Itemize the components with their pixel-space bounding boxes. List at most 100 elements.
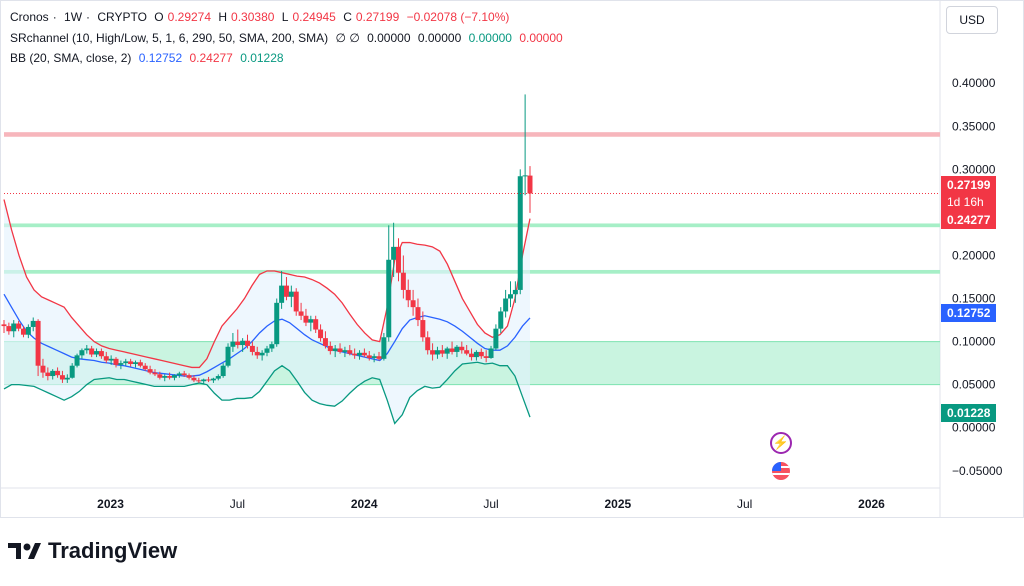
candle-body (254, 351, 260, 356)
y-tick-label: 0.35000 (952, 119, 996, 133)
high-value: 0.30380 (231, 10, 275, 24)
x-tick-label: 2026 (858, 497, 885, 511)
close-value: 0.27199 (355, 10, 400, 24)
candle-body (371, 356, 377, 358)
candle-body (142, 365, 148, 370)
candle-body (415, 307, 421, 321)
x-tick-label: Jul (483, 497, 498, 511)
candle-body (483, 356, 489, 358)
x-tick-label: Jul (230, 497, 245, 511)
candle-body (454, 346, 460, 352)
candle-body (16, 323, 22, 329)
candle-body (94, 351, 100, 355)
candle-body (157, 374, 163, 378)
candle-body (220, 365, 226, 377)
candle-body (512, 289, 518, 295)
srchannel-value-3: 0.00000 (468, 31, 512, 45)
price-chart[interactable]: 0.400000.350000.300000.250000.200000.150… (0, 0, 1024, 518)
low-label: L (281, 10, 289, 24)
candle-body (298, 311, 304, 316)
candle-body (269, 344, 275, 349)
candle-body (522, 175, 528, 177)
candle-body (132, 362, 138, 364)
tradingview-logo[interactable]: TradingView (8, 538, 177, 564)
candle-body (215, 376, 221, 379)
candle-body (366, 355, 372, 358)
symbol-name[interactable]: Cronos (10, 10, 49, 24)
candle-body (400, 272, 406, 290)
candle-body (259, 352, 265, 356)
bb-lower-line (3, 361, 531, 425)
bb-label: BB (20, SMA, close, 2) (10, 51, 132, 65)
candle-body (225, 346, 231, 366)
candle-body (449, 348, 455, 352)
candle-body (137, 362, 143, 366)
srchannel-value-1: 0.00000 (367, 31, 411, 45)
candle-body (50, 370, 56, 377)
candle-body (342, 350, 348, 352)
open-value: 0.29274 (167, 10, 212, 24)
candle-body (108, 358, 114, 361)
srchannel-legend[interactable]: SRchannel (10, High/Low, 5, 1, 6, 290, 5… (10, 31, 567, 45)
candle-body (391, 246, 397, 260)
open-label: O (154, 10, 164, 24)
candle-body (288, 291, 294, 297)
candle-body (508, 294, 514, 299)
candle-body (79, 350, 85, 356)
y-tick-label: 0.20000 (952, 248, 996, 262)
candle-body (171, 375, 177, 378)
candle-body (118, 363, 124, 365)
candle-body (488, 348, 494, 358)
candle-body (473, 351, 479, 358)
last-price-label: 0.27199 (947, 178, 991, 192)
candle-body (517, 176, 523, 290)
candle-body (235, 341, 241, 346)
countdown-label: 1d 16h (947, 195, 984, 209)
y-tick-label: 0.15000 (952, 292, 996, 306)
candle-body (245, 340, 251, 346)
candle-body (45, 372, 51, 377)
y-tick-label: 0.00000 (952, 421, 996, 435)
candle-body (98, 351, 104, 357)
candle-body (25, 326, 31, 335)
x-tick-label: 2025 (605, 497, 632, 511)
candle-body (147, 369, 153, 373)
lightning-event-icon[interactable]: ⚡ (770, 432, 792, 454)
candle-body (274, 302, 280, 345)
y-tick-label: −0.05000 (952, 464, 1003, 478)
candle-body (59, 375, 65, 380)
candle-body (113, 358, 119, 365)
candle-body (459, 346, 465, 351)
y-tick-label: 0.05000 (952, 378, 996, 392)
candle-body (176, 373, 182, 376)
candle-body (322, 338, 328, 346)
x-tick-label: 2023 (97, 497, 124, 511)
candle-body (240, 340, 246, 346)
candle-body (167, 376, 173, 378)
candle-body (303, 315, 309, 323)
us-flag-event-icon[interactable] (770, 460, 792, 482)
close-label: C (343, 10, 352, 24)
candle-body (381, 337, 387, 359)
bb-fill (4, 199, 530, 424)
change-value: −0.02078 (−7.10%) (406, 10, 510, 24)
high-label: H (218, 10, 228, 24)
candle-body (74, 355, 80, 366)
candle-body (11, 323, 17, 332)
candle-body (20, 328, 26, 335)
candle-body (283, 285, 289, 297)
srchannel-label: SRchannel (10, High/Low, 5, 1, 6, 290, 5… (10, 31, 329, 45)
candle-body (191, 377, 197, 381)
candle-body (103, 356, 109, 361)
candle-body (89, 348, 95, 355)
y-tick-label: 0.30000 (952, 162, 996, 176)
currency-button[interactable]: USD (946, 6, 998, 34)
candle-body (6, 326, 12, 332)
candle-body (30, 320, 36, 327)
interval-label[interactable]: 1W (64, 10, 83, 24)
candle-body (196, 380, 202, 382)
bb-legend[interactable]: BB (20, SMA, close, 2) 0.12752 0.24277 0… (10, 51, 288, 65)
candle-body (503, 298, 509, 312)
candle-body (162, 376, 168, 378)
brand-name: TradingView (48, 538, 178, 563)
